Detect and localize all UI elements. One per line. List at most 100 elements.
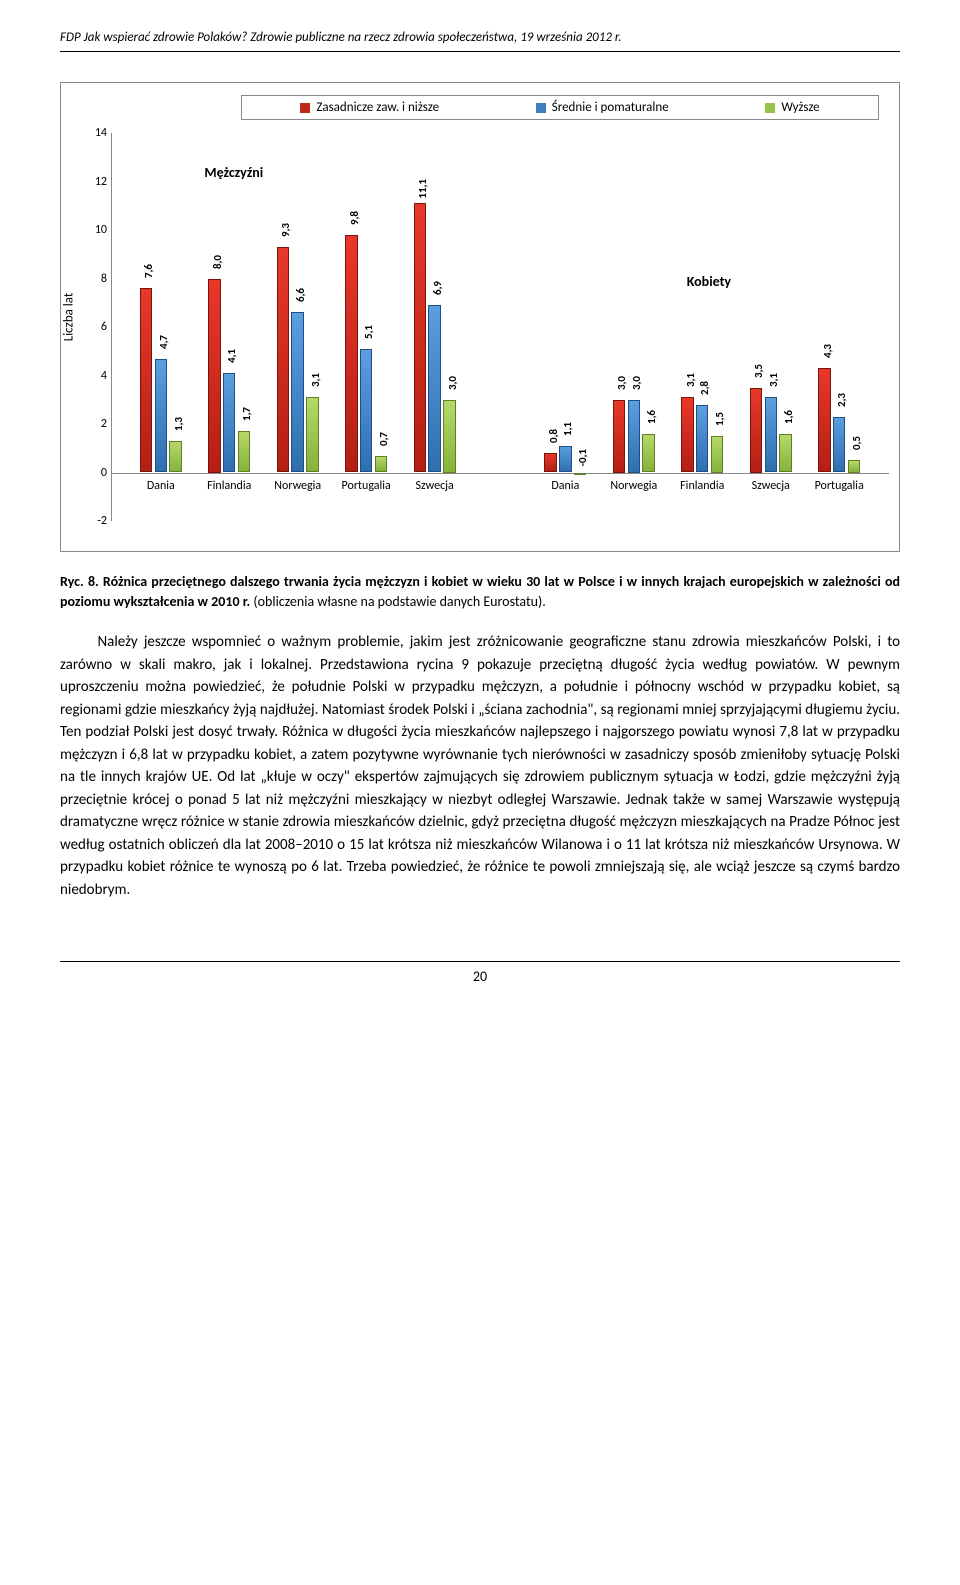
legend-label: Wyższe [781,100,819,115]
x-category-label: Szwecja [416,479,454,493]
group-label-men: Mężczyźni [204,164,263,181]
bar-value-label: 3,0 [446,376,459,390]
bar [169,441,181,473]
bar-value-label: 4,1 [225,349,238,363]
legend-item: Zasadnicze zaw. i niższe [300,100,439,115]
header-rule [60,51,900,52]
bar [443,400,455,473]
bar-value-label: 9,8 [348,211,361,225]
y-tick: -2 [83,514,107,528]
bar [559,446,571,473]
plot-area: -202468101214MężczyźniKobietyDania7,64,7… [111,133,889,521]
body-paragraph: Należy jeszcze wspomnieć o ważnym proble… [60,631,900,901]
page-header: FDP Jak wspierać zdrowie Polaków? Zdrowi… [60,30,900,45]
bar [779,434,791,473]
legend-label: Średnie i pomaturalne [552,100,669,115]
bar-value-label: 1,3 [172,417,185,431]
bar [140,288,152,472]
bar [306,397,318,472]
bar-value-label: 6,9 [431,281,444,295]
y-tick: 12 [83,175,107,189]
legend-label: Zasadnicze zaw. i niższe [316,100,439,115]
bar-value-label: 2,3 [835,393,848,407]
bar [848,460,860,472]
legend-item: Wyższe [765,100,819,115]
bar [345,235,357,473]
caption-suffix: (obliczenia własne na podstawie danych E… [250,593,546,610]
y-axis-label: Liczba lat [62,293,77,342]
bar-value-label: 3,1 [309,373,322,387]
bar [544,453,556,472]
bar [818,368,830,472]
bar-value-label: 9,3 [279,223,292,237]
x-category-label: Dania [147,479,175,493]
y-tick: 0 [83,466,107,480]
y-tick: 2 [83,417,107,431]
bar-value-label: 1,6 [782,410,795,424]
bar-value-label: 4,3 [821,344,834,358]
bar-value-label: 3,1 [767,373,780,387]
bar-value-label: 3,1 [684,373,697,387]
bar-value-label: 1,5 [713,412,726,426]
bar [711,436,723,472]
bar-value-label: 3,5 [752,364,765,378]
x-category-label: Finlandia [680,479,724,493]
bar [155,359,167,473]
x-category-label: Dania [551,479,579,493]
bar-value-label: 3,0 [630,376,643,390]
bar-value-label: 11,1 [416,179,429,199]
bar-value-label: 0,5 [850,436,863,450]
bar-chart: Zasadnicze zaw. i niższe Średnie i pomatu… [60,82,900,552]
footer-rule [60,961,900,962]
bar-value-label: 1,7 [240,407,253,421]
bar-value-label: 6,6 [294,288,307,302]
legend-swatch [300,103,310,113]
y-tick: 6 [83,320,107,334]
bar [696,405,708,473]
bar [642,434,654,473]
bar [765,397,777,472]
chart-legend: Zasadnicze zaw. i niższe Średnie i pomatu… [241,95,879,120]
x-category-label: Norwegia [274,479,321,493]
bar [833,417,845,473]
bar-value-label: 2,8 [698,381,711,395]
bar [613,400,625,473]
y-tick: 8 [83,272,107,286]
bar-value-label: 0,8 [547,429,560,443]
bar [375,456,387,473]
x-category-label: Finlandia [207,479,251,493]
bar [208,279,220,473]
y-tick: 14 [83,126,107,140]
y-tick: 4 [83,369,107,383]
bar [750,388,762,473]
bar-value-label: 3,0 [615,376,628,390]
bar-value-label: 1,1 [561,422,574,436]
bar [277,247,289,473]
bar [238,431,250,472]
bar [360,349,372,473]
bar [223,373,235,472]
bar-value-label: -0,1 [576,449,589,466]
x-category-label: Szwecja [752,479,790,493]
x-category-label: Portugalia [815,479,864,493]
y-axis [111,133,112,521]
bar-value-label: 1,6 [645,410,658,424]
bar-value-label: 0,7 [377,432,390,446]
bar [291,312,303,472]
bar [574,473,586,475]
legend-swatch [536,103,546,113]
bar-value-label: 5,1 [362,325,375,339]
bar [428,305,440,472]
legend-swatch [765,103,775,113]
x-category-label: Norwegia [610,479,657,493]
x-axis [111,473,889,474]
y-tick: 10 [83,223,107,237]
page-number: 20 [60,968,900,985]
bar [628,400,640,473]
bar-value-label: 4,7 [157,335,170,349]
bar-value-label: 7,6 [142,264,155,278]
x-category-label: Portugalia [342,479,391,493]
bar-value-label: 8,0 [211,255,224,269]
legend-item: Średnie i pomaturalne [536,100,669,115]
bar [681,397,693,472]
